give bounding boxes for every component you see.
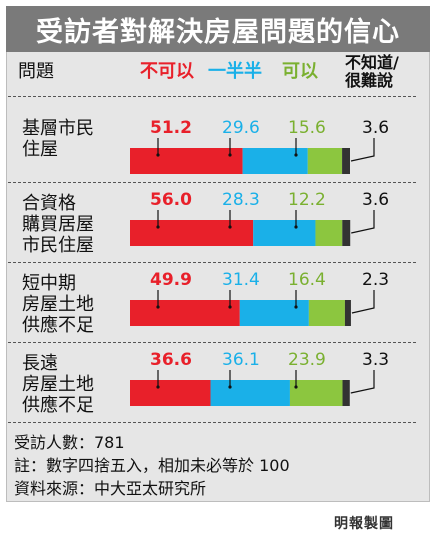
legend-na: 不知道/ 很難說 (345, 54, 399, 90)
separator (8, 422, 416, 423)
leader-line (351, 290, 375, 314)
bar-na (342, 220, 351, 246)
legend-no: 不可以 (140, 61, 194, 82)
legend-yes: 可以 (282, 61, 318, 82)
value-label-half: 28.3 (222, 190, 260, 210)
bar-half (242, 148, 308, 174)
value-label-no: 36.6 (150, 350, 192, 370)
legend-half: 一半半 (208, 61, 262, 82)
header-question: 問題 (18, 61, 54, 82)
leader-dot (156, 225, 160, 229)
value-label-no: 51.2 (150, 118, 192, 138)
category-label: 長遠 房屋土地 供應不足 (22, 352, 94, 416)
value-label-yes: 23.9 (288, 350, 326, 370)
bar-no (130, 380, 211, 406)
bar-yes (289, 380, 343, 406)
leader-dot (228, 225, 232, 229)
value-label-half: 29.6 (222, 118, 260, 138)
category-label: 短中期 房屋土地 供應不足 (22, 272, 94, 336)
bar-half (239, 300, 309, 326)
leader-dot (294, 305, 298, 309)
leader-line (350, 370, 375, 394)
leader-dot (294, 225, 298, 229)
value-label-na: 3.3 (362, 350, 390, 370)
leader-dot (156, 305, 160, 309)
value-label-na: 3.6 (362, 190, 390, 210)
separator (8, 96, 416, 97)
chart-panel (6, 6, 430, 502)
legend-na-line1: 不知道/ (345, 53, 399, 72)
leader-dot (228, 305, 232, 309)
leader-dot (294, 153, 298, 157)
bar-yes (307, 148, 343, 174)
separator (8, 182, 416, 183)
leader-line (351, 210, 375, 234)
category-label: 基層市民 住屋 (22, 118, 94, 160)
footer-source: 資料來源：中大亞太研究所 (14, 479, 207, 498)
value-label-yes: 15.6 (288, 118, 326, 138)
bar-no (130, 220, 254, 246)
bar-no (130, 148, 243, 174)
bar-half (210, 380, 290, 406)
footer-note: 註：數字四捨五入，相加未必等於 100 (14, 456, 290, 475)
legend-na-line2: 很難說 (345, 71, 394, 90)
bar-half (253, 220, 316, 246)
separator (8, 342, 416, 343)
leader-line (350, 138, 375, 162)
value-label-half: 31.4 (222, 270, 260, 290)
value-label-half: 36.1 (222, 350, 260, 370)
leader-dot (156, 385, 160, 389)
chart-title: 受訪者對解決房屋問題的信心 (6, 6, 430, 52)
bar-yes (308, 300, 345, 326)
bar-no (130, 300, 240, 326)
leader-dot (228, 385, 232, 389)
value-label-yes: 16.4 (288, 270, 326, 290)
bar-na (344, 300, 351, 326)
leader-dot (294, 385, 298, 389)
footer-respondents: 受訪人數：781 (14, 433, 125, 452)
bar-na (342, 148, 350, 174)
leader-dot (228, 153, 232, 157)
value-label-yes: 12.2 (288, 190, 326, 210)
value-label-no: 49.9 (150, 270, 192, 290)
category-label: 合資格 購買居屋 市民住屋 (22, 192, 94, 256)
credit-label: 明報製圖 (334, 516, 394, 532)
value-label-na: 3.6 (362, 118, 390, 138)
leader-dot (156, 153, 160, 157)
separator (8, 262, 416, 263)
bar-yes (315, 220, 343, 246)
value-label-na: 2.3 (362, 270, 390, 290)
bar-na (342, 380, 350, 406)
value-label-no: 56.0 (150, 190, 192, 210)
